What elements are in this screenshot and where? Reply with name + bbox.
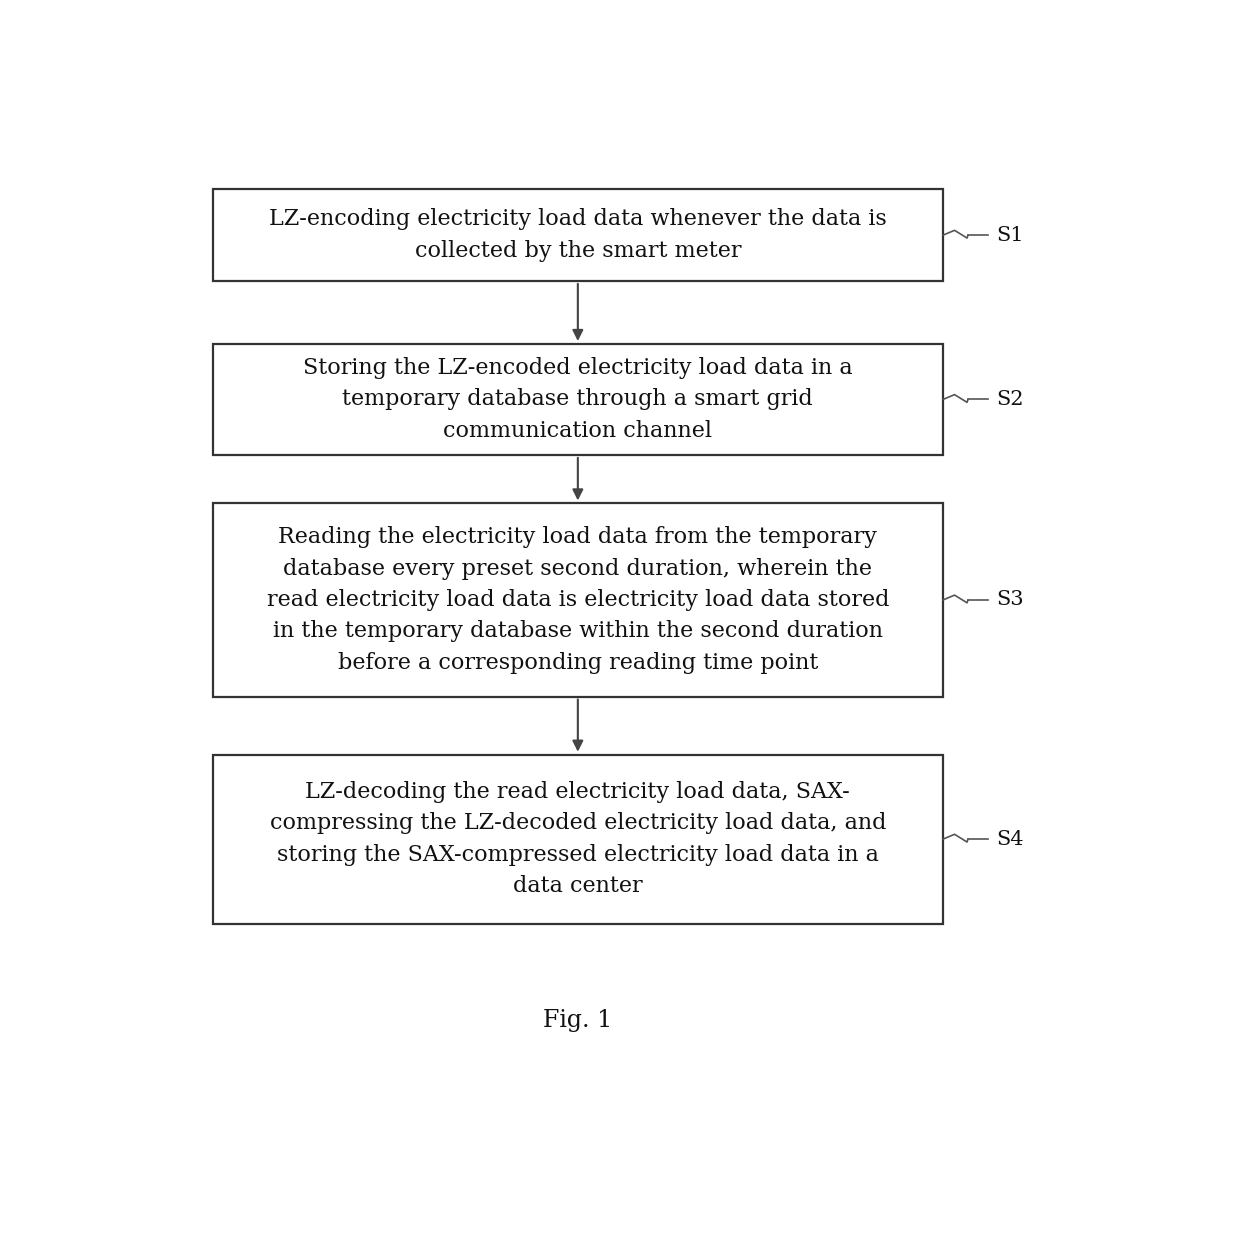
Text: Storing the LZ-encoded electricity load data in a
temporary database through a s: Storing the LZ-encoded electricity load … [303,358,853,442]
Text: Reading the electricity load data from the temporary
database every preset secon: Reading the electricity load data from t… [267,526,889,674]
Text: S4: S4 [996,830,1023,848]
Bar [213,190,942,281]
Text: Fig. 1: Fig. 1 [543,1009,613,1032]
Text: S1: S1 [996,226,1023,245]
Text: S2: S2 [996,390,1023,409]
Bar [213,503,942,697]
Text: LZ-decoding the read electricity load data, SAX-
compressing the LZ-decoded elec: LZ-decoding the read electricity load da… [269,781,887,897]
Text: S3: S3 [996,590,1023,610]
Text: LZ-encoding electricity load data whenever the data is
collected by the smart me: LZ-encoding electricity load data whenev… [269,208,887,262]
Bar [213,344,942,456]
Bar [213,754,942,924]
